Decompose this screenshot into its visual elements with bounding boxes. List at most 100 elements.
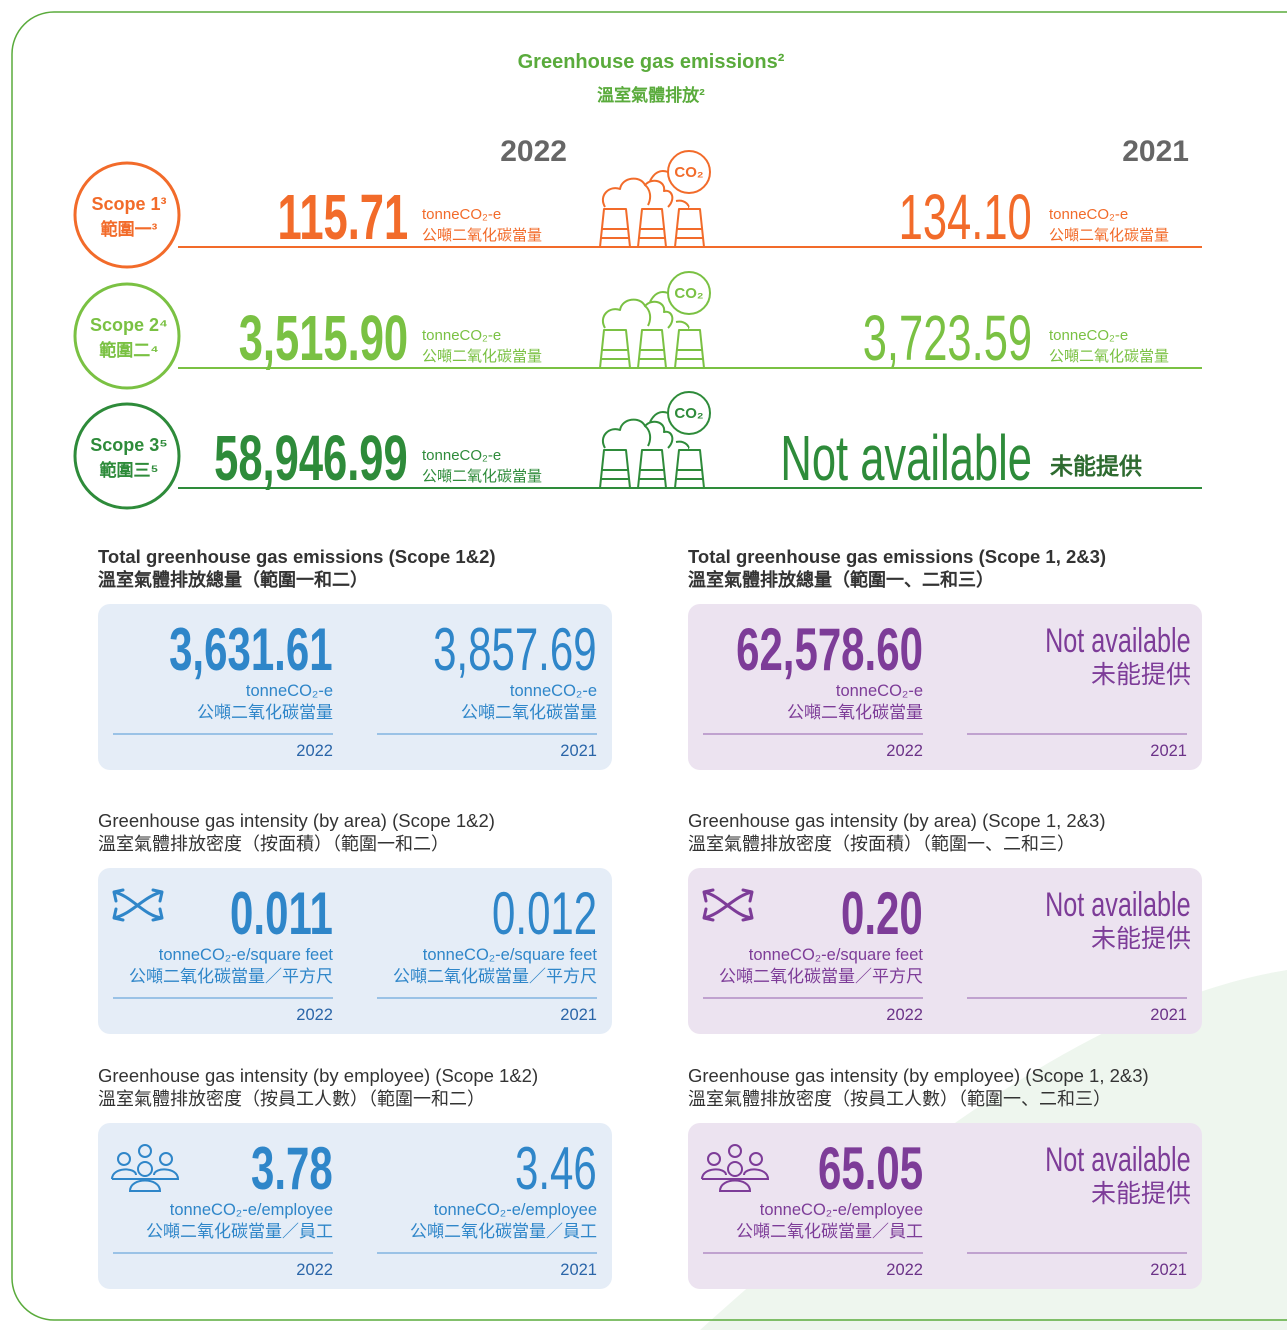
cell-year: 2021 [1150, 741, 1187, 760]
cell-year: 2022 [296, 741, 333, 760]
unit-zh: 公噸二氧化碳當量 [422, 347, 543, 365]
panel-value: 3,857.69 [433, 616, 597, 683]
scope-label: Scope 3⁵ [90, 435, 168, 455]
smoke-trail [649, 170, 669, 182]
cell-year: 2022 [886, 1005, 923, 1024]
chimney [599, 208, 631, 248]
people-bodies [701, 1168, 770, 1192]
scope-circle [73, 282, 181, 390]
scope-value: 134.10 [898, 181, 1032, 253]
person-head [117, 1152, 131, 1166]
person-head [728, 1144, 742, 1158]
unit-zh: 公噸二氧化碳當量／平方尺 [719, 966, 923, 986]
unit: tonneCO₂-e [245, 681, 333, 700]
panel-title: Greenhouse gas intensity (by area) (Scop… [688, 809, 1106, 831]
unit: tonneCO₂-e/square feet [422, 945, 597, 964]
panel-title-zh: 溫室氣體排放密度（按員工人數）（範圍一和二） [98, 1089, 485, 1109]
co2-label: CO₂ [674, 404, 704, 422]
not-available: Not available [1045, 1141, 1191, 1179]
panel-box [98, 868, 612, 1034]
unit-zh: 公噸二氧化碳當量 [1049, 226, 1170, 244]
scope-value: 3,515.90 [238, 302, 408, 374]
unit: tonneCO₂-e [1049, 326, 1129, 344]
not-available-zh: 未能提供 [1090, 660, 1191, 689]
cell-year: 2022 [886, 741, 923, 760]
panel-box [98, 604, 612, 770]
smoke [601, 177, 690, 208]
panel-box [688, 1123, 1202, 1289]
chimney [674, 449, 705, 489]
scope-value: Not available [780, 422, 1032, 494]
scope-label-zh: 範圍一³ [100, 219, 158, 239]
unit: tonneCO₂-e [835, 681, 923, 700]
scope-value: 3,723.59 [862, 302, 1032, 374]
co2-label: CO₂ [674, 163, 704, 181]
panel-title-zh: 溫室氣體排放總量（範圍一和二） [98, 570, 368, 590]
cell-year: 2021 [1150, 1260, 1187, 1279]
panel-title: Total greenhouse gas emissions (Scope 1,… [688, 545, 1107, 567]
co2-circle [667, 150, 711, 194]
unit: tonneCO₂-e [509, 681, 597, 700]
chimney [637, 329, 667, 369]
smoke [601, 418, 690, 449]
co2-circle [667, 391, 711, 435]
chimney [599, 329, 631, 369]
unit: tonneCO₂-e [1049, 205, 1129, 223]
scope-circle [73, 161, 181, 269]
panel-title: Greenhouse gas intensity (by employee) (… [688, 1064, 1149, 1086]
person-head [138, 1144, 152, 1158]
person-head [749, 1152, 763, 1166]
unit: tonneCO₂-e [422, 446, 502, 464]
year: 2021 [1122, 135, 1189, 168]
panel-value: 3,631.61 [169, 616, 333, 683]
scope-value: 115.71 [277, 181, 408, 253]
smoke-trail [649, 411, 669, 423]
unit-zh: 公噸二氧化碳當量 [787, 702, 923, 722]
panel-value: 0.011 [230, 880, 333, 947]
chimney [637, 208, 667, 248]
panel-value: 0.012 [491, 880, 597, 947]
co2-circle [667, 271, 711, 315]
chimney [674, 208, 705, 248]
person-head [137, 1161, 153, 1177]
unit-zh: 公噸二氧化碳當量／平方尺 [393, 966, 597, 986]
scope-label-zh: 範圍二⁴ [99, 340, 159, 360]
panel-value: 65.05 [817, 1135, 923, 1202]
panel-box [688, 868, 1202, 1034]
scope-label: Scope 2⁴ [90, 315, 168, 335]
year: 2022 [500, 135, 567, 168]
scope-circle [73, 402, 181, 510]
cell-year: 2022 [886, 1260, 923, 1279]
panel-title-zh: 溫室氣體排放密度（按面積）（範圍一和二） [98, 834, 449, 854]
unit: tonneCO₂-e/employee [433, 1200, 597, 1219]
person-head [727, 1161, 743, 1177]
scope-value: 58,946.99 [214, 422, 408, 494]
unit: tonneCO₂-e/employee [169, 1200, 333, 1219]
panel-value: 0.20 [841, 880, 923, 947]
not-available-zh: 未能提供 [1090, 924, 1191, 953]
title-zh: 溫室氣體排放² [597, 85, 705, 105]
panel-title: Greenhouse gas intensity (by area) (Scop… [98, 809, 495, 831]
cell-year: 2021 [1150, 1005, 1187, 1024]
smoke [601, 298, 690, 329]
panel-value: 62,578.60 [736, 616, 923, 683]
not-available: Not available [1045, 886, 1191, 924]
unit: tonneCO₂-e/square feet [748, 945, 923, 964]
unit-zh: 公噸二氧化碳當量／員工 [736, 1221, 923, 1241]
not-available: Not available [1045, 622, 1191, 660]
unit-zh: 公噸二氧化碳當量 [197, 702, 333, 722]
unit: tonneCO₂-e/square feet [158, 945, 333, 964]
unit-zh: 公噸二氧化碳當量 [1049, 347, 1170, 365]
cell-year: 2021 [560, 1260, 597, 1279]
area-icon [702, 888, 754, 922]
panel-title: Total greenhouse gas emissions (Scope 1&… [98, 545, 496, 567]
unit-zh: 公噸二氧化碳當量 [461, 702, 597, 722]
panel-title-zh: 溫室氣體排放密度（按員工人數）（範圍一、二和三） [688, 1089, 1111, 1109]
cell-year: 2022 [296, 1005, 333, 1024]
scope-label: Scope 1³ [91, 194, 167, 214]
panel-box [688, 604, 1202, 770]
unit: tonneCO₂-e [422, 205, 502, 223]
person-head [159, 1152, 173, 1166]
person-head [707, 1152, 721, 1166]
